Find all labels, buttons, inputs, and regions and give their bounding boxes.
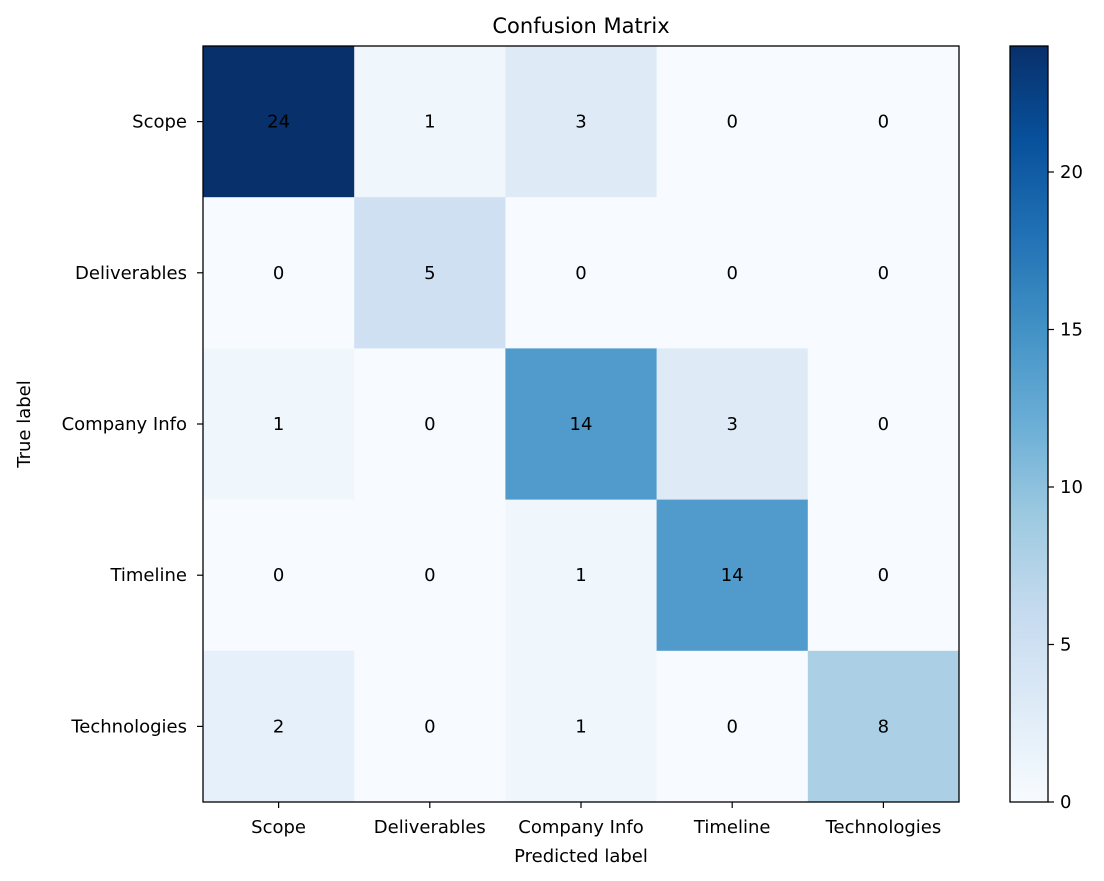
heatmap-cells: 24 1 3 0 0 0 5 0 0 0 1 0 14 3 0 0 0 1 14 0 2 0 1 0 8 [203,46,960,803]
x-tick-label: Company Info [518,817,643,838]
colorbar-tick-label: 0 [1060,792,1071,813]
heatmap-cell [656,46,809,198]
cell-value-label: 0 [273,565,284,586]
x-tick-label: Technologies [825,817,942,838]
heatmap-cell [505,499,658,652]
heatmap-cell [656,499,809,652]
cell-value-label: 8 [878,716,889,737]
cell-value-label: 0 [878,565,889,586]
cell-value-label: 0 [575,263,586,284]
x-tick-label: Timeline [693,817,771,838]
x-tick-label: Scope [251,817,306,838]
cell-value-label: 5 [424,263,435,284]
y-tick-label: Technologies [70,716,187,737]
y-tick-label: Timeline [109,565,187,586]
heatmap-cell [354,348,506,501]
cell-value-label: 0 [726,263,737,284]
heatmap-cell [505,197,658,349]
x-axis-ticks: Scope Deliverables Company Info Timeline Tec… [251,802,942,838]
heatmap-cell [354,46,506,198]
colorbar-ticks: 0 5 10 15 20 [1048,162,1083,813]
cell-value-label: 14 [570,414,593,435]
cell-value-label: 0 [878,112,889,133]
y-tick-label: Scope [132,112,187,133]
heatmap-cell [505,650,658,803]
heatmap-cell [807,348,960,501]
heatmap-cell [505,348,658,501]
y-tick-label: Company Info [62,414,187,435]
cell-value-label: 0 [424,716,435,737]
cell-value-label: 0 [726,112,737,133]
cell-value-label: 14 [721,565,744,586]
colorbar: 0 5 10 15 20 [1009,45,1083,813]
heatmap-cell [807,650,960,803]
heatmap-cell [203,197,355,349]
heatmap-cell [505,46,658,198]
colorbar-gradient [1009,45,1049,803]
y-axis-label: True label [14,380,35,469]
heatmap-cell [807,46,960,198]
heatmap-cell [203,650,355,803]
cell-value-label: 0 [726,716,737,737]
cell-value-label: 1 [424,112,435,133]
heatmap-cell [203,348,355,501]
heatmap-cell [203,499,355,652]
x-tick-label: Deliverables [374,817,486,838]
cell-value-label: 3 [575,112,586,133]
cell-value-label: 0 [878,263,889,284]
cell-value-label: 0 [878,414,889,435]
heatmap-cell [656,348,809,501]
cell-value-label: 1 [575,565,586,586]
heatmap-cell [656,650,809,803]
y-axis-ticks: Scope Deliverables Company Info Timeline Tec… [62,112,203,737]
colorbar-tick-label: 5 [1060,635,1071,656]
colorbar-tick-label: 20 [1060,162,1083,183]
colorbar-tick-label: 15 [1060,320,1083,341]
cell-value-label: 0 [273,263,284,284]
cell-value-label: 1 [575,716,586,737]
heatmap-cell [656,197,809,349]
cell-value-label: 0 [424,565,435,586]
cell-value-label: 24 [267,112,290,133]
colorbar-tick-label: 10 [1060,477,1083,498]
x-axis-label: Predicted label [514,846,648,867]
cell-value-label: 0 [424,414,435,435]
heatmap-cell [807,499,960,652]
heatmap-cell [354,499,506,652]
cell-value-label: 3 [726,414,737,435]
heatmap-cell [354,197,506,349]
heatmap-cell [807,197,960,349]
cell-value-label: 2 [273,716,284,737]
heatmap-cell [354,650,506,803]
cell-value-label: 1 [273,414,284,435]
y-tick-label: Deliverables [75,263,187,284]
heatmap-cell [203,46,355,198]
chart-title: Confusion Matrix [492,14,669,38]
